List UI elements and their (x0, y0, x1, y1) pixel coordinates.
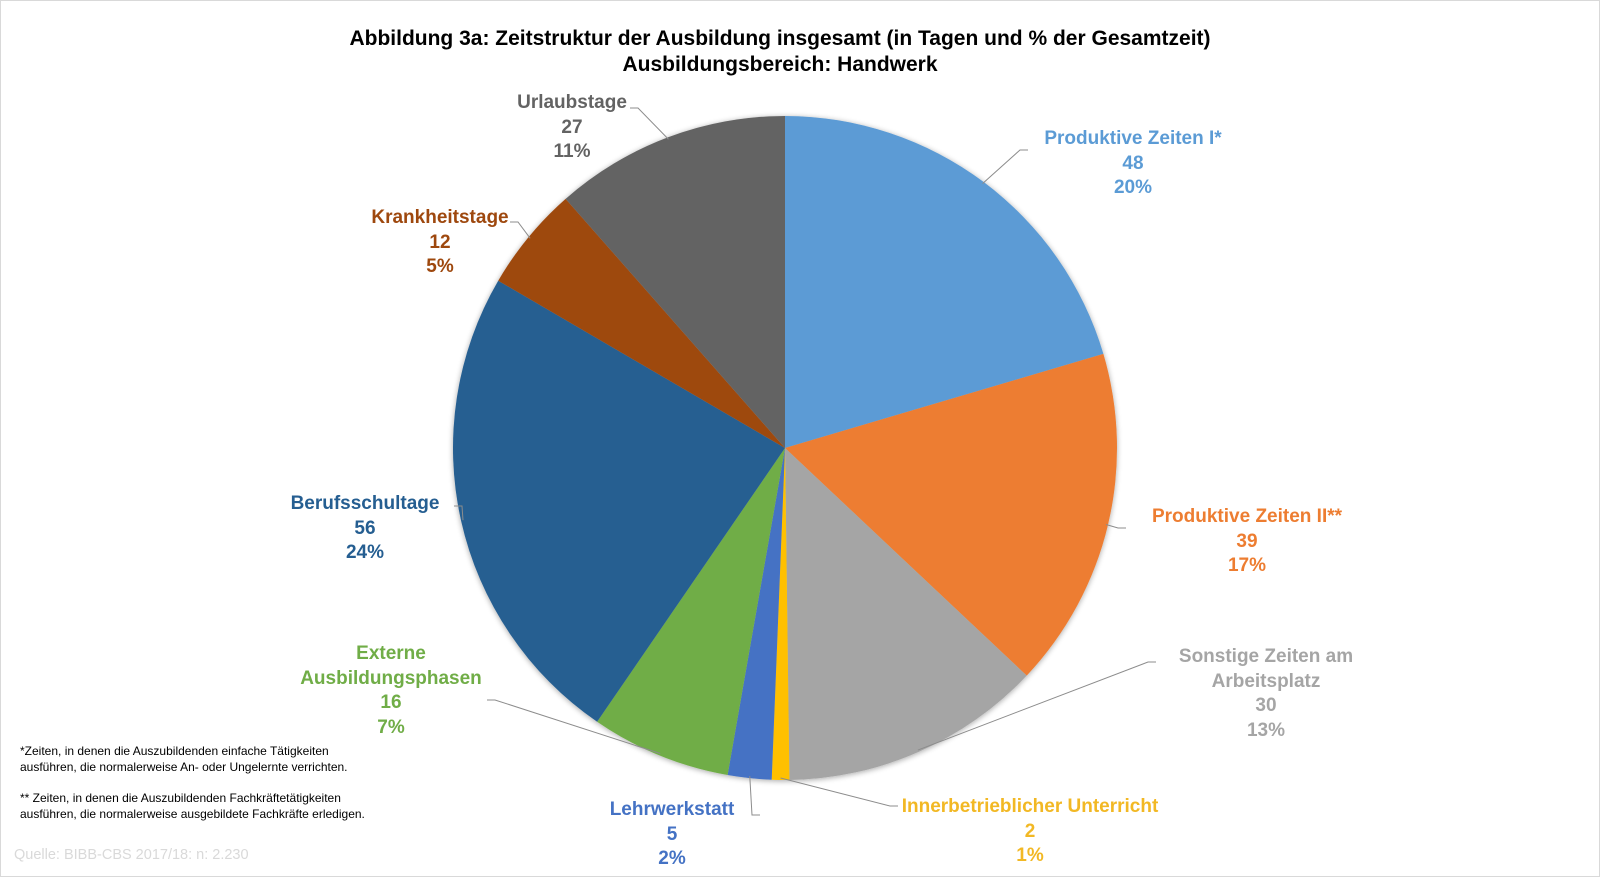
slice-label-value: 48 (1122, 152, 1144, 174)
chart-subtitle: Ausbildungsbereich: Handwerk (622, 53, 938, 76)
footnote-productive-2: ** Zeiten, in denen die Auszubildenden F… (20, 791, 365, 822)
label-sonstige-zeiten: Sonstige Zeiten am Arbeitsplatz 30 13% (1179, 645, 1353, 743)
slice-label-percent: 11% (553, 141, 591, 162)
slice-label-name: Krankheitstage (371, 207, 509, 228)
label-externe-ausbildungsphasen: Externe Ausbildungsphasen 16 7% (300, 642, 482, 740)
slice-label-percent: 13% (1246, 719, 1286, 741)
label-krankheitstage: Krankheitstage 12 5% (371, 206, 508, 280)
slice-label-percent: 24% (345, 542, 385, 563)
footnote-productive-1: *Zeiten, in denen die Auszubildenden ein… (20, 744, 348, 775)
leader-line (982, 149, 1028, 185)
slice-label-percent: 17% (1227, 555, 1267, 576)
pie-slice-externe-ausbildungsphasen (597, 448, 785, 775)
footnote-line: ** Zeiten, in denen die Auszubildenden F… (20, 791, 341, 805)
label-lehrwerkstatt: Lehrwerkstatt 5 2% (610, 798, 735, 872)
slice-label-value: 39 (1236, 530, 1258, 552)
slice-label-value: 5 (666, 823, 678, 845)
slice-label-percent: 5% (426, 256, 454, 277)
label-produktive-zeiten-1: Produktive Zeiten I* 48 20% (1044, 127, 1221, 201)
slice-label-percent: 1% (1016, 845, 1044, 866)
slice-label-name: Urlaubstage (517, 92, 627, 113)
slice-label-name-line2: Ausbildungsphasen (300, 667, 482, 689)
slice-label-name-line2: Arbeitsplatz (1211, 670, 1321, 692)
slice-label-percent: 20% (1113, 177, 1153, 198)
slice-label-value: 16 (380, 692, 402, 713)
leader-line (1105, 524, 1126, 529)
leader-line (630, 107, 669, 140)
slice-label-name: Produktive Zeiten II** (1151, 506, 1343, 527)
slice-label-percent: 2% (658, 848, 686, 869)
footnote-line: ausführen, die normalerweise An- oder Un… (20, 759, 348, 774)
pie-slice-lehrwerkstatt (727, 448, 785, 780)
pie-slice-innerbetrieblicher-unterricht (771, 448, 790, 780)
leader-line (454, 505, 464, 521)
pie-slice-sonstige-zeiten-am-arbeitsplatz (785, 448, 1027, 780)
slice-label-value: 12 (429, 231, 451, 253)
slice-label-name-line1: Externe (356, 643, 426, 664)
label-innerbetrieblicher-unterricht: Innerbetrieblicher Unterricht 2 1% (902, 795, 1159, 869)
footnote-line: ausführen, die normalerweise ausgebildet… (20, 806, 365, 821)
slice-label-value: 27 (561, 116, 583, 138)
pie-slice-produktive-zeiten-ii (785, 353, 1117, 676)
slice-label-percent: 7% (377, 716, 405, 738)
slice-label-value: 56 (354, 517, 376, 539)
label-berufsschultage: Berufsschultage 56 24% (291, 492, 440, 566)
label-produktive-zeiten-2: Produktive Zeiten II** 39 17% (1152, 505, 1342, 579)
footnote-line: *Zeiten, in denen die Auszubildenden ein… (20, 744, 329, 758)
slice-label-name: Berufsschultage (290, 493, 440, 514)
pie-slice-krankheitstage (498, 198, 785, 448)
source-note: Quelle: BIBB-CBS 2017/18: n: 2.230 (14, 847, 249, 863)
leader-line (917, 661, 1156, 751)
chart-title: Abbildung 3a: Zeitstruktur der Ausbildun… (349, 27, 1211, 50)
leader-line (749, 776, 760, 816)
slice-label-name-line1: Sonstige Zeiten am (1178, 646, 1354, 667)
pie-slice-urlaubstage (565, 116, 785, 448)
slice-label-value: 2 (1024, 820, 1036, 842)
pie-slice-berufsschultage (453, 280, 785, 722)
slice-label-name: Produktive Zeiten I* (1044, 128, 1222, 149)
label-urlaubstage: Urlaubstage 27 11% (517, 91, 627, 165)
leader-line (780, 777, 898, 807)
pie-slice-produktive-zeiten-i (785, 116, 1104, 448)
slice-label-name: Lehrwerkstatt (609, 799, 735, 820)
leader-line (510, 221, 531, 239)
leader-line (487, 699, 661, 754)
slice-label-value: 30 (1255, 695, 1277, 716)
slice-label-name: Innerbetrieblicher Unterricht (901, 796, 1159, 817)
